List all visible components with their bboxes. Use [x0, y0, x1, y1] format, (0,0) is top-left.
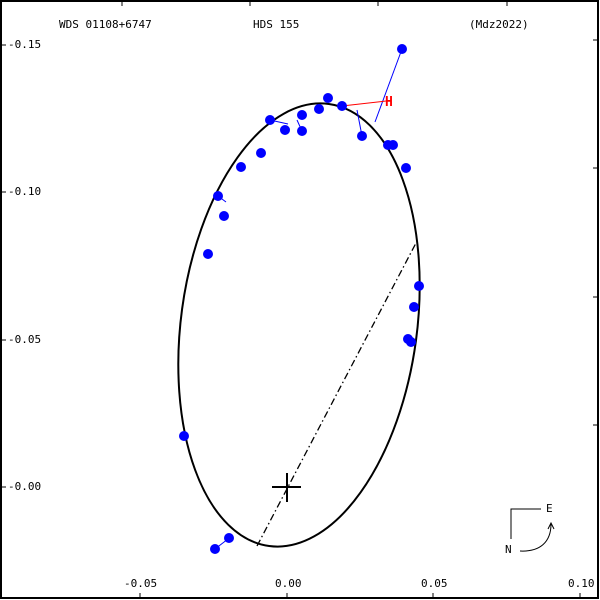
y-tick-label: -0.00 — [8, 480, 42, 493]
hipparcos-residual — [341, 100, 387, 107]
discoverer-label: HDS 155 — [253, 18, 300, 31]
line-of-nodes — [256, 242, 417, 547]
x-tick-label: 0.10 — [568, 577, 595, 590]
observation-points — [179, 44, 424, 554]
hipparcos-marker: H — [385, 95, 393, 110]
primary-star-cross — [272, 473, 301, 502]
compass-east-label: E — [546, 502, 553, 515]
orbit-ellipse — [177, 102, 421, 548]
y-tick-label: -0.10 — [8, 185, 42, 198]
reference-label: (Mdz2022) — [469, 18, 529, 31]
x-tick-label: 0.00 — [275, 577, 302, 590]
x-tick-label: 0.05 — [421, 577, 448, 590]
compass-icon — [510, 508, 555, 552]
y-tick-label: -0.15 — [8, 38, 42, 51]
y-tick-label: -0.05 — [8, 333, 42, 346]
wds-id-label: WDS 01108+6747 — [59, 18, 152, 31]
x-tick-label: -0.05 — [124, 577, 158, 590]
residual-lines — [214, 48, 403, 550]
compass-north-label: N — [505, 543, 512, 556]
